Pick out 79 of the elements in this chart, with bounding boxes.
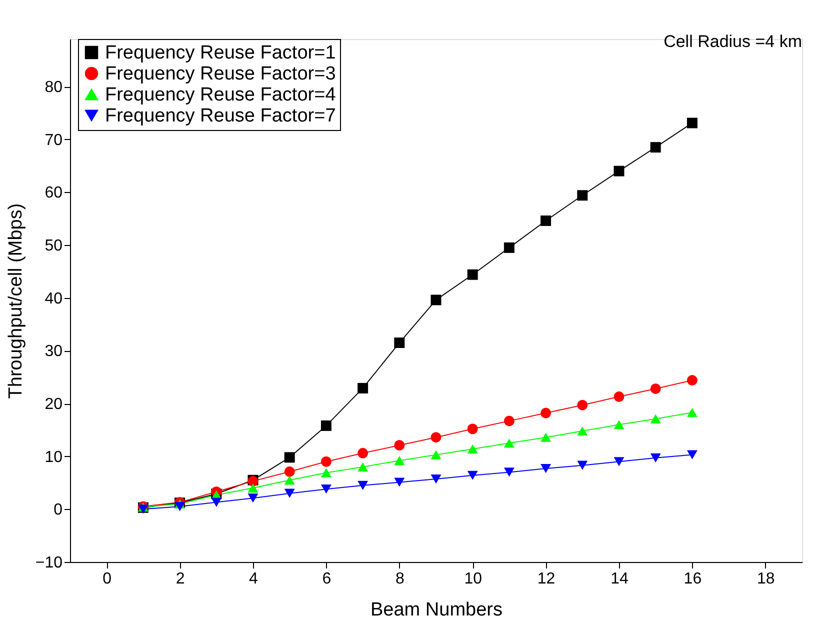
point xyxy=(320,420,332,431)
point xyxy=(540,215,552,226)
point xyxy=(320,456,332,467)
point xyxy=(686,118,698,128)
y-tick-label: 70 xyxy=(44,132,63,149)
y-axis-title: Throughput/cell (Mbps) xyxy=(5,203,26,399)
x-tick-label: 0 xyxy=(102,570,112,588)
point xyxy=(394,478,405,487)
legend-label: Frequency Reuse Factor=7 xyxy=(105,106,336,126)
point xyxy=(686,450,698,460)
point xyxy=(320,468,332,478)
y-tick-label: 40 xyxy=(44,290,63,308)
point xyxy=(650,453,661,462)
point xyxy=(284,466,295,477)
x-tick-label: 16 xyxy=(684,570,702,588)
point xyxy=(394,338,405,348)
legend-label: Frequency Reuse Factor=4 xyxy=(105,84,336,106)
point xyxy=(504,468,514,477)
point xyxy=(358,480,368,490)
point xyxy=(504,416,514,426)
point xyxy=(577,400,588,410)
point xyxy=(248,484,258,493)
point xyxy=(394,440,405,450)
y-tick-label: 20 xyxy=(44,396,63,414)
point xyxy=(650,142,661,153)
point xyxy=(467,424,478,434)
point xyxy=(504,242,514,253)
point xyxy=(248,494,258,503)
point xyxy=(430,474,442,484)
legend-label: Frequency Reuse Factor=1 xyxy=(105,42,336,64)
x-tick-label: 12 xyxy=(537,570,556,588)
point xyxy=(284,476,295,485)
point xyxy=(577,426,588,436)
annotation: Cell Radius =4 km xyxy=(664,32,802,51)
point xyxy=(540,408,552,418)
y-tick-label: 50 xyxy=(44,238,63,255)
legend-label: Frequency Reuse Factor=3 xyxy=(105,64,336,84)
y-tick-label: 60 xyxy=(44,184,63,202)
point xyxy=(430,432,442,443)
point xyxy=(211,498,222,507)
x-tick-label: 10 xyxy=(464,570,482,588)
point xyxy=(614,457,624,466)
point xyxy=(686,375,698,386)
x-tick-label: 8 xyxy=(395,570,404,588)
point xyxy=(467,470,478,480)
point xyxy=(540,432,552,442)
point xyxy=(358,448,368,458)
point xyxy=(614,420,624,430)
x-tick-label: 14 xyxy=(610,570,628,588)
x-axis-title: Beam Numbers xyxy=(370,600,502,620)
point xyxy=(650,383,661,394)
point xyxy=(174,502,186,512)
point xyxy=(650,414,661,424)
point xyxy=(577,460,588,470)
point xyxy=(614,166,624,176)
y-tick-label: −10 xyxy=(35,554,63,572)
point xyxy=(284,452,295,463)
y-tick-label: 80 xyxy=(44,79,63,96)
point xyxy=(504,438,514,448)
y-tick-label: 10 xyxy=(44,448,63,466)
x-tick-label: 18 xyxy=(757,570,775,588)
point xyxy=(686,408,698,418)
x-tick-label: 2 xyxy=(176,570,185,588)
y-tick-label: 0 xyxy=(54,502,63,519)
point xyxy=(320,484,332,494)
x-tick-label: 6 xyxy=(322,570,332,588)
point xyxy=(577,190,588,201)
y-tick-label: 30 xyxy=(44,343,63,360)
point xyxy=(467,444,478,454)
point xyxy=(467,269,478,280)
point xyxy=(614,391,624,402)
point xyxy=(358,462,368,472)
point xyxy=(358,382,368,394)
point xyxy=(284,488,295,498)
x-tick-label: 4 xyxy=(249,570,258,588)
point xyxy=(430,450,442,460)
point xyxy=(430,294,442,306)
point xyxy=(540,464,552,474)
point xyxy=(394,456,405,466)
